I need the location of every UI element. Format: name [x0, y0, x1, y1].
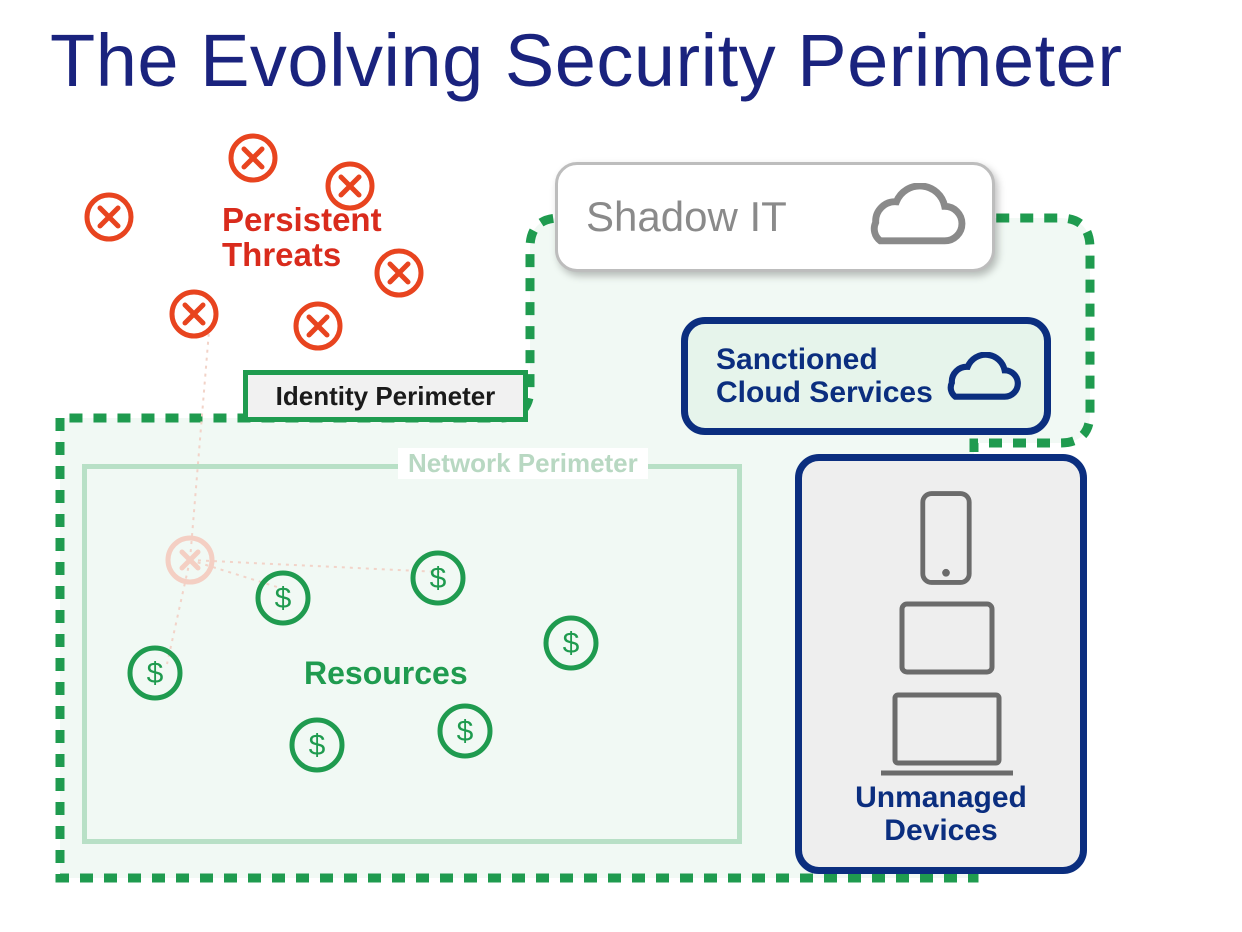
- threat-icon: [226, 131, 280, 185]
- resource-icon: $: [435, 701, 495, 761]
- resource-icon: $: [541, 613, 601, 673]
- sanctioned-cloud-label: SanctionedCloud Services: [716, 343, 933, 409]
- cloud-icon: [936, 352, 1024, 408]
- resources-label: Resources: [304, 655, 468, 692]
- unmanaged-devices-label: UnmanagedDevices: [802, 781, 1080, 847]
- resource-icon: $: [408, 548, 468, 608]
- resource-icon: $: [253, 568, 313, 628]
- page-title: The Evolving Security Perimeter: [50, 18, 1122, 103]
- resource-icon: $: [287, 715, 347, 775]
- threat-icon: [167, 287, 221, 341]
- phone-icon: [917, 489, 975, 587]
- identity-perimeter-box: Identity Perimeter: [243, 370, 528, 422]
- threat-icon: [291, 299, 345, 353]
- cloud-icon: [855, 183, 970, 255]
- persistent-threats-label: PersistentThreats: [222, 203, 382, 272]
- resource-icon: $: [125, 643, 185, 703]
- svg-text:$: $: [309, 729, 326, 762]
- shadow-it-label: Shadow IT: [586, 193, 787, 241]
- tablet-icon: [896, 599, 998, 677]
- sanctioned-cloud-box: SanctionedCloud Services: [681, 317, 1051, 435]
- identity-perimeter-label: Identity Perimeter: [276, 381, 496, 412]
- ghost-threat-icon: [163, 533, 217, 587]
- unmanaged-devices-box: UnmanagedDevices: [795, 454, 1087, 874]
- svg-text:$: $: [275, 582, 292, 615]
- svg-text:$: $: [563, 627, 580, 660]
- svg-text:$: $: [457, 715, 474, 748]
- svg-text:$: $: [147, 657, 164, 690]
- shadow-it-box: Shadow IT: [555, 162, 995, 272]
- network-perimeter-label: Network Perimeter: [398, 448, 648, 479]
- threat-icon: [82, 190, 136, 244]
- svg-text:$: $: [430, 562, 447, 595]
- laptop-icon: [876, 689, 1018, 781]
